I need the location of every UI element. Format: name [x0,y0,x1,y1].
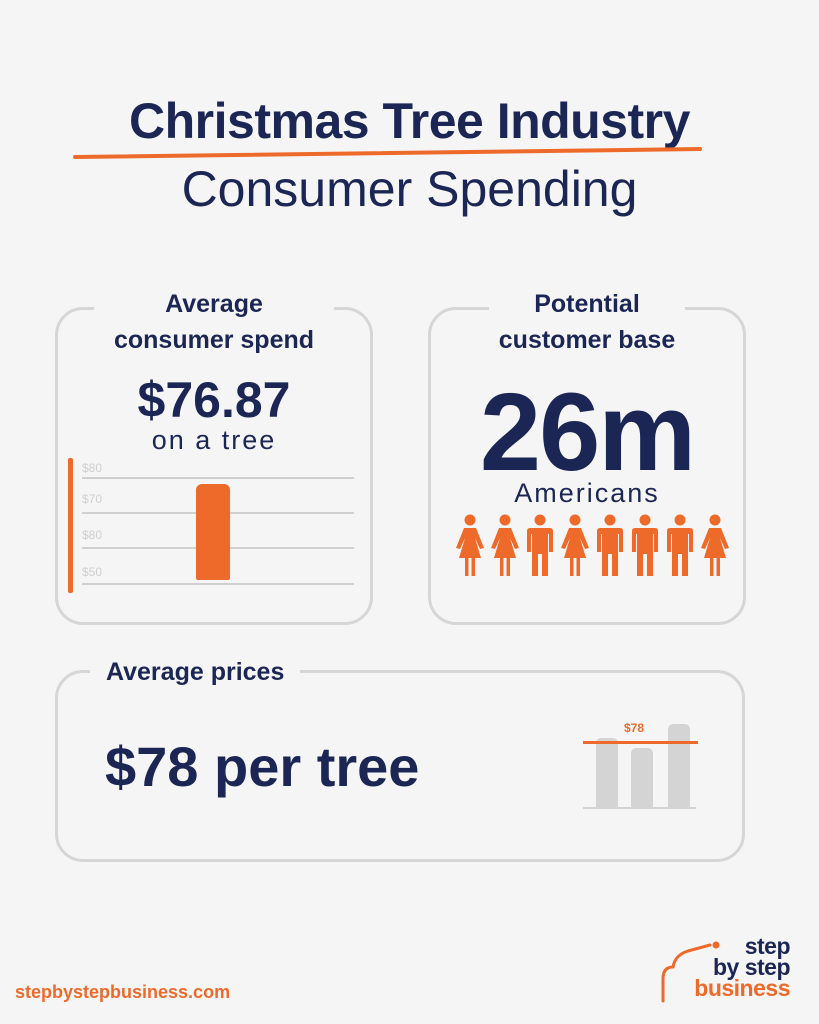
people-icons [455,514,730,580]
logo-text-business: business [694,975,790,1001]
brand-logo: step by step business [660,933,791,1005]
footer-url-link[interactable]: stepbystepbusiness.com [15,982,231,1002]
tick-label: $50 [82,565,103,579]
gridline [82,583,354,585]
card-potential-customer-base [428,307,746,625]
price-mini-chart: $78 [582,716,702,812]
heading-line: customer base [498,326,676,354]
male-person-icon [667,514,693,576]
card-heading-customers: Potential customer base [428,286,746,358]
customer-count: 26m [479,371,696,494]
axis-accent-bar [68,458,73,593]
spend-bar [196,484,230,580]
gridline [82,477,354,479]
reference-line-label: $78 [624,721,645,735]
heading-line: Average [155,290,273,318]
reference-line [583,741,698,744]
logo-arc-icon [661,941,720,1003]
tick-label: $80 [82,528,103,542]
customer-caption: Americans [514,478,660,508]
card-heading-spend: Average consumer spend [55,286,373,358]
female-person-icon [561,514,589,576]
spend-caption: on a tree [151,425,277,455]
mini-baseline [583,807,696,809]
female-person-icon [491,514,519,576]
card-average-prices [55,670,745,862]
spend-value: $76.87 [137,372,291,428]
logo-text-by-step: by step [712,954,791,980]
price-value: $78 per tree [105,735,420,798]
title-underline [73,147,702,159]
tick-label: $80 [82,461,103,475]
page-title: Christmas Tree Industry [129,93,690,149]
tick-label: $70 [82,492,103,506]
card-heading-prices: Average prices [90,655,301,689]
male-person-icon [527,514,553,576]
male-person-icon [597,514,623,576]
female-person-icon [701,514,729,576]
heading-line: consumer spend [103,326,325,354]
logo-text-step: step [744,933,791,959]
mini-bar [631,748,653,807]
female-person-icon [456,514,484,576]
mini-bar [668,724,690,807]
mini-bar [596,738,618,807]
male-person-icon [632,514,658,576]
heading-line: Potential [534,290,640,318]
page-subtitle: Consumer Spending [181,161,638,217]
spend-bar-chart: $80 $70 $80 $50 [68,458,358,593]
